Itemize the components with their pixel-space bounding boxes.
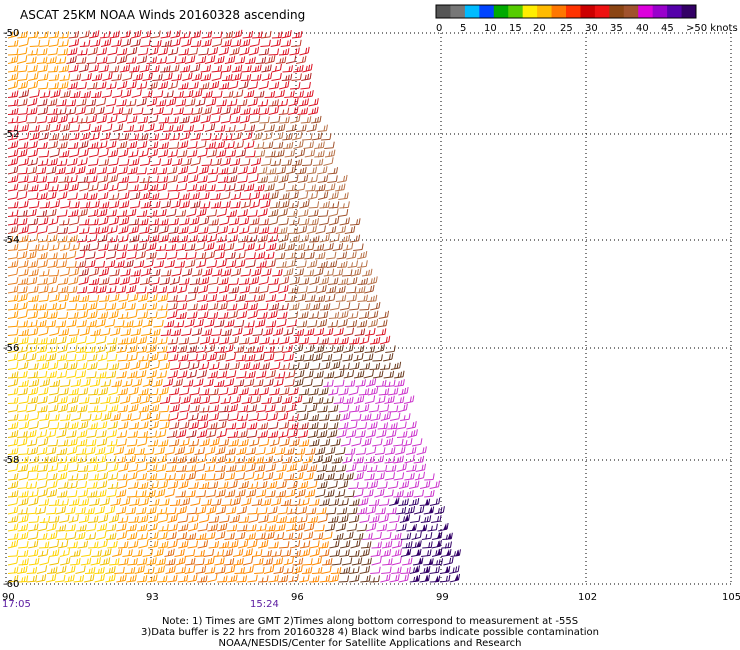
legend-swatch <box>566 5 581 18</box>
legend-label: 25 <box>560 23 573 34</box>
legend-label: 35 <box>610 23 623 34</box>
legend-swatch <box>609 5 625 18</box>
legend-label: 40 <box>636 23 649 34</box>
legend-label: 0 <box>436 23 442 34</box>
note-line-2: 3)Data buffer is 22 hrs from 20160328 4)… <box>141 627 599 638</box>
lon-label: 105 <box>722 592 740 603</box>
lat-label: -60 <box>3 579 19 590</box>
time-label-left: 17:05 <box>2 599 31 610</box>
wind-speed-legend: 0 5 10 15 20 25 30 35 40 45 >50 knots <box>435 4 738 34</box>
map-title: ASCAT 25KM NOAA Winds 20160328 ascending <box>20 8 306 22</box>
note-line-1: Note: 1) Times are GMT 2)Times along bot… <box>161 616 579 627</box>
legend-swatch <box>479 5 495 18</box>
lat-label: -50 <box>3 28 19 39</box>
legend-label: 10 <box>484 23 497 34</box>
lon-label: 102 <box>578 592 597 603</box>
legend-swatch <box>537 5 553 18</box>
legend-swatch <box>638 5 654 18</box>
legend-swatch <box>551 5 567 18</box>
legend-swatch <box>522 5 538 18</box>
legend-swatch <box>681 5 697 18</box>
legend-label: 20 <box>533 23 546 34</box>
time-label-mid: 15:24 <box>250 599 279 610</box>
legend-label: >50 knots <box>686 23 738 34</box>
lat-label: -56 <box>3 343 19 354</box>
lat-label: -58 <box>3 455 19 466</box>
legend-swatch <box>652 5 668 18</box>
wind-barbs-layer <box>7 29 461 583</box>
legend-swatch <box>464 5 480 18</box>
legend-swatch <box>580 5 596 18</box>
lon-label: 96 <box>291 592 304 603</box>
lon-label: 90 <box>2 592 15 603</box>
legend-label: 45 <box>661 23 674 34</box>
legend-swatch <box>508 5 524 18</box>
lon-label: 99 <box>436 592 449 603</box>
legend-swatch <box>450 5 466 18</box>
lat-label: -52 <box>3 129 19 140</box>
legend-label: 30 <box>585 23 598 34</box>
legend-label: 15 <box>509 23 522 34</box>
legend-swatch <box>667 5 683 18</box>
lon-label: 93 <box>146 592 159 603</box>
longitude-labels: 90 93 96 99 102 105 <box>2 592 740 603</box>
legend-label: 5 <box>460 23 466 34</box>
note-line-3: NOAA/NESDIS/Center for Satellite Applica… <box>218 638 522 649</box>
latitude-labels: -50 -52 -54 -56 -58 -60 <box>3 28 19 590</box>
legend-swatch <box>594 5 610 18</box>
legend-swatch <box>436 5 451 18</box>
legend-swatch <box>493 5 509 18</box>
lat-lon-grid <box>5 32 732 585</box>
lat-label: -54 <box>3 235 19 246</box>
legend-swatch <box>623 5 639 18</box>
